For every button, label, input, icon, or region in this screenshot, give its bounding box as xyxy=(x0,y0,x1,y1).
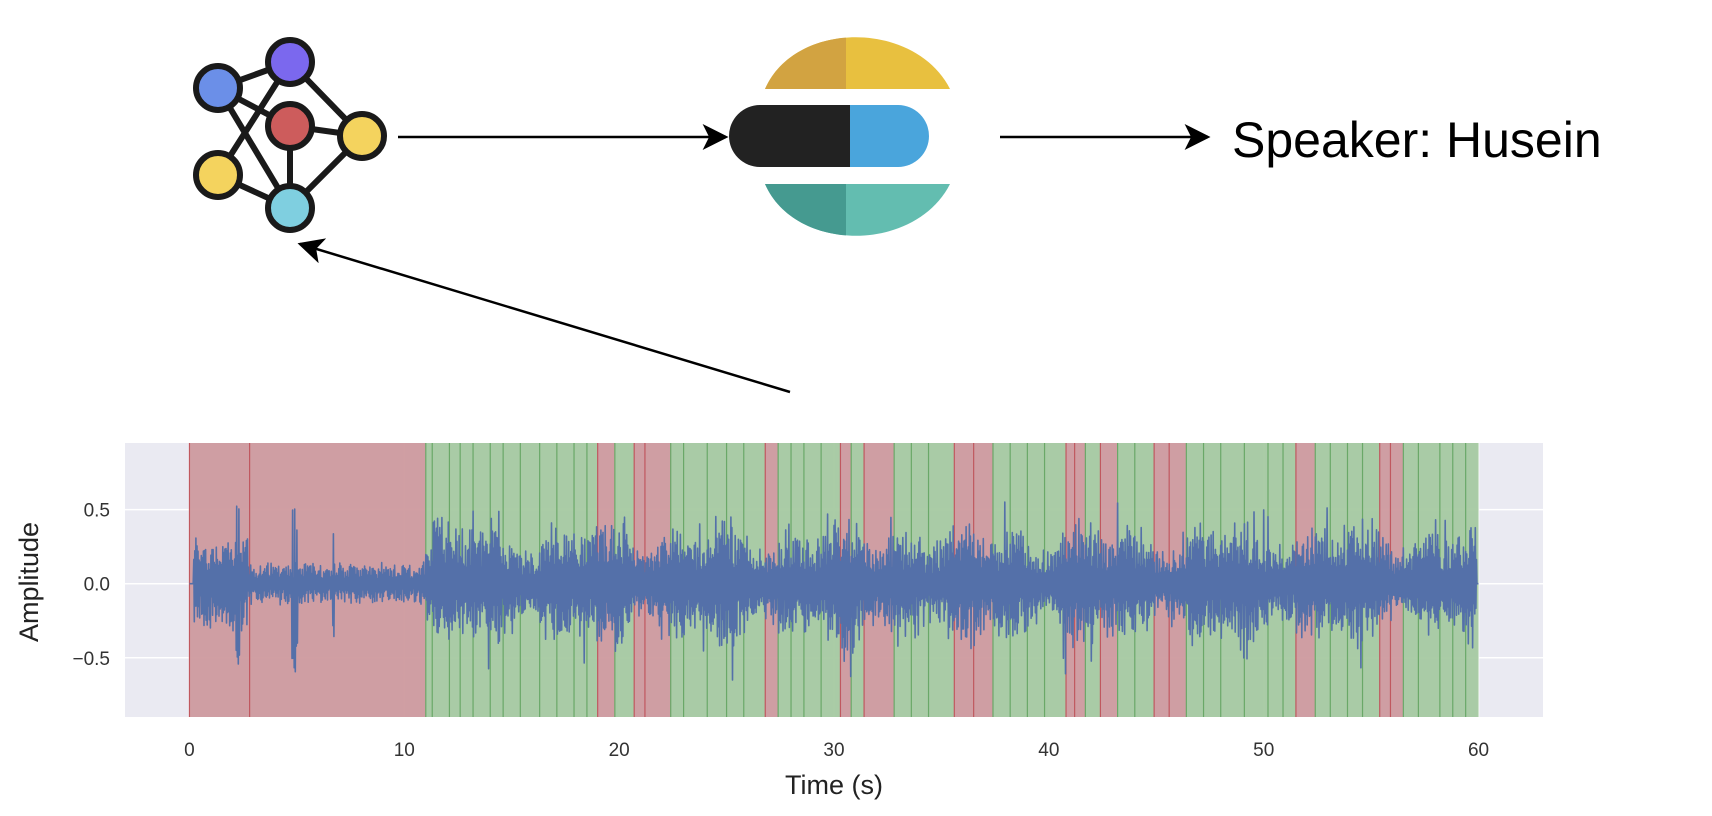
x-tick-label: 50 xyxy=(1253,740,1274,761)
waveform-chart: 0 10 20 30 40 50 60 0.5 0.0 −0.5 Time (s) Amplit… xyxy=(14,443,1543,800)
y-axis-title: Amplitude xyxy=(14,522,44,642)
elasticsearch-logo-icon xyxy=(729,37,950,236)
x-tick-labels: 0 10 20 30 40 50 60 xyxy=(184,740,1489,761)
x-tick-label: 10 xyxy=(394,740,415,761)
y-tick-label: −0.5 xyxy=(72,649,110,670)
network-node xyxy=(265,37,315,87)
y-tick-labels: 0.5 0.0 −0.5 xyxy=(72,501,110,670)
y-tick-label: 0.0 xyxy=(84,575,110,596)
x-tick-label: 30 xyxy=(823,740,844,761)
x-tick-label: 0 xyxy=(184,740,195,761)
network-node xyxy=(265,183,315,233)
speaker-output-label: Speaker: Husein xyxy=(1232,112,1602,168)
y-tick-label: 0.5 xyxy=(84,501,110,522)
neural-network-icon xyxy=(193,37,387,233)
amplitude-series-line xyxy=(189,501,1479,681)
network-node xyxy=(193,150,243,200)
x-tick-label: 40 xyxy=(1038,740,1059,761)
x-tick-label: 60 xyxy=(1468,740,1489,761)
network-node xyxy=(265,101,315,151)
arrow-waveform-to-network xyxy=(297,238,791,394)
x-tick-label: 20 xyxy=(609,740,630,761)
network-node xyxy=(337,111,387,161)
x-axis-title: Time (s) xyxy=(785,770,883,800)
network-node xyxy=(193,63,243,113)
